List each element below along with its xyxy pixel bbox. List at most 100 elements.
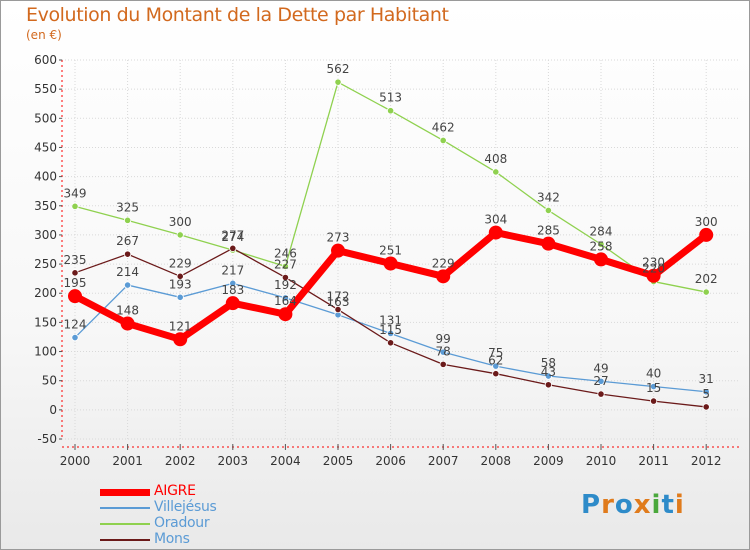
data-point-aigre: [383, 256, 398, 271]
logo-letter: o: [614, 490, 634, 520]
data-label-aigre: 148: [116, 304, 139, 318]
data-point-oradour: [71, 202, 79, 210]
data-label-villejesus: 131: [379, 313, 402, 327]
legend-swatch: [100, 539, 150, 541]
x-tick-label: 2001: [112, 454, 143, 468]
y-tick-label: 100: [34, 345, 57, 359]
data-point-oradour: [544, 206, 553, 215]
y-tick-label: 550: [34, 82, 57, 96]
data-point-villejesus: [71, 333, 79, 342]
data-point-mons: [386, 339, 395, 347]
data-point-oradour: [281, 262, 289, 271]
data-point-aigre: [173, 332, 188, 347]
legend-swatch: [100, 489, 150, 496]
y-tick-label: 300: [34, 228, 57, 242]
y-tick-label: 200: [34, 286, 57, 300]
data-label-mons: 115: [379, 323, 402, 337]
legend-swatch: [100, 523, 150, 525]
data-point-villejesus: [702, 388, 710, 396]
legend-item: AIGRE: [100, 483, 320, 500]
y-tick-label: 50: [42, 374, 57, 388]
x-tick-label: 2000: [60, 454, 91, 468]
data-label-mons: 62: [488, 354, 503, 368]
y-tick-label: 250: [34, 257, 57, 271]
data-point-villejesus: [386, 329, 395, 338]
data-point-aigre: [436, 269, 451, 284]
data-point-aigre: [594, 252, 608, 267]
y-tick-label: 350: [34, 199, 57, 213]
x-tick-label: 2011: [638, 454, 669, 468]
data-point-oradour: [439, 136, 447, 145]
data-label-villejesus: 99: [436, 332, 451, 346]
data-label-villejesus: 214: [116, 265, 139, 279]
data-label-mons: 5: [702, 387, 710, 401]
data-point-oradour: [597, 240, 605, 248]
logo-letter: t: [661, 490, 675, 520]
y-tick-label: 400: [34, 170, 57, 184]
data-label-aigre: 285: [537, 224, 560, 238]
data-label-aigre: 121: [169, 319, 192, 333]
legend-label: Mons: [154, 531, 190, 547]
data-point-mons: [649, 397, 658, 405]
chart-title: Evolution du Montant de la Dette par Hab…: [26, 4, 449, 26]
data-label-aigre: 300: [695, 215, 718, 229]
data-point-mons: [492, 370, 500, 378]
data-label-mons: 78: [436, 344, 451, 358]
data-point-aigre: [699, 227, 714, 242]
data-label-oradour: 462: [432, 120, 455, 134]
data-point-mons: [702, 403, 710, 411]
data-point-villejesus: [124, 281, 132, 289]
data-label-oradour: 513: [379, 91, 402, 105]
x-tick-label: 2007: [428, 454, 459, 468]
data-point-oradour: [334, 78, 342, 86]
data-label-mons: 267: [116, 234, 139, 248]
y-tick-label: 450: [34, 140, 57, 154]
data-label-oradour: 408: [484, 152, 507, 166]
data-point-aigre: [541, 236, 556, 251]
data-label-aigre: 251: [379, 243, 402, 257]
data-label-mons: 27: [593, 374, 608, 388]
y-tick-label: 0: [49, 403, 57, 417]
data-label-villejesus: 192: [274, 278, 297, 292]
data-point-aigre: [225, 296, 240, 311]
legend-label: Villejésus: [154, 499, 217, 515]
proxiti-logo: Proxiti: [581, 490, 685, 520]
data-label-villejesus: 217: [221, 263, 244, 277]
data-label-oradour: 202: [695, 272, 718, 286]
legend-item: Mons: [100, 531, 320, 548]
data-label-oradour: 349: [64, 186, 87, 200]
data-point-villejesus: [281, 294, 289, 302]
data-label-aigre: 304: [484, 213, 507, 227]
data-point-villejesus: [176, 293, 184, 301]
data-point-mons: [229, 244, 237, 252]
data-point-villejesus: [229, 279, 237, 287]
data-point-aigre: [120, 316, 135, 331]
data-label-oradour: 562: [327, 62, 350, 76]
data-label-villejesus: 75: [488, 346, 503, 360]
data-label-mons: 43: [541, 365, 556, 379]
data-point-mons: [176, 272, 184, 280]
data-point-villejesus: [544, 372, 553, 380]
legend-item: Villejésus: [100, 499, 320, 516]
y-tick-label: 150: [34, 315, 57, 329]
chart-legend: AIGRE Villejésus Oradour Mons: [100, 483, 320, 548]
data-label-aigre: 164: [274, 294, 297, 308]
logo-letter: i: [651, 490, 662, 520]
data-label-mons: 172: [327, 290, 350, 304]
data-label-villejesus: 58: [541, 356, 556, 370]
data-label-mons: 229: [169, 256, 192, 270]
logo-letter: i: [674, 490, 685, 520]
data-label-oradour: 300: [169, 215, 192, 229]
data-point-aigre: [488, 225, 503, 240]
data-point-oradour: [176, 231, 184, 239]
legend-label: AIGRE: [154, 483, 196, 499]
x-tick-label: 2004: [270, 454, 301, 468]
data-label-villejesus: 193: [169, 277, 192, 291]
data-label-oradour: 325: [116, 200, 139, 214]
legend-label: Oradour: [154, 515, 210, 531]
data-label-aigre: 195: [64, 276, 87, 290]
data-label-villejesus: 40: [646, 367, 661, 381]
chart-unit: (en €): [26, 28, 62, 42]
